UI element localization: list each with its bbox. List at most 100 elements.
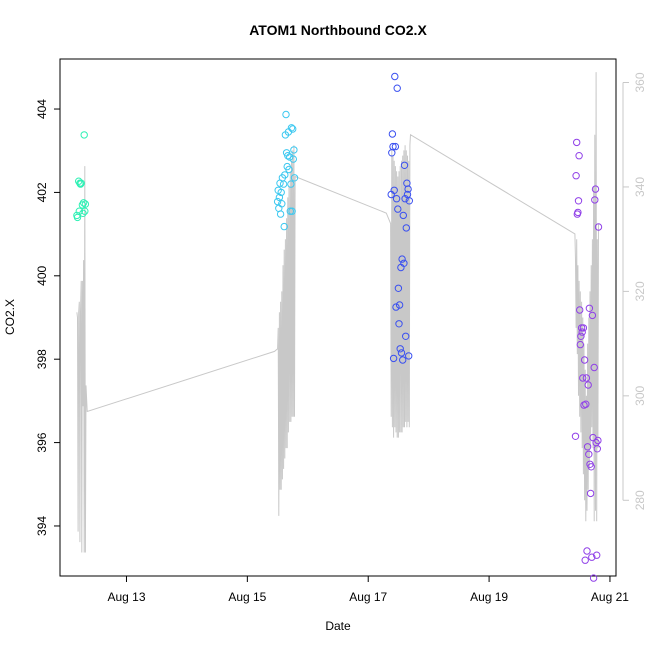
- data-point: [389, 142, 397, 151]
- x-tick-label: Aug 15: [228, 590, 266, 604]
- y2-tick-label: 340: [633, 177, 647, 197]
- scatter-points: [73, 72, 603, 582]
- data-point: [396, 345, 404, 353]
- data-point: [573, 138, 581, 147]
- right-axis-series-line: [76, 72, 599, 553]
- data-point: [576, 340, 584, 349]
- data-point: [77, 179, 85, 187]
- data-point: [389, 354, 398, 363]
- data-point: [405, 352, 413, 360]
- chart-title: ATOM1 Northbound CO2.X: [249, 22, 427, 38]
- data-point: [393, 84, 401, 92]
- data-point: [576, 306, 584, 314]
- data-point: [76, 180, 85, 188]
- data-point: [278, 200, 286, 208]
- data-point: [581, 556, 589, 564]
- data-point: [288, 207, 296, 215]
- data-point: [394, 205, 402, 213]
- y2-tick-label: 300: [633, 386, 647, 406]
- data-point: [286, 153, 294, 161]
- data-point: [287, 180, 295, 188]
- data-point: [400, 161, 409, 170]
- data-point: [397, 349, 406, 357]
- data-point: [79, 209, 87, 218]
- data-point: [594, 436, 602, 445]
- data-point: [289, 125, 297, 133]
- data-point: [574, 197, 583, 205]
- data-point: [287, 124, 296, 132]
- data-point: [579, 324, 588, 332]
- y-tick-label: 396: [35, 432, 49, 452]
- data-point: [583, 443, 592, 451]
- y-axis-label: CO2.X: [3, 299, 17, 335]
- y-tick-label: 402: [35, 182, 49, 202]
- y2-tick-label: 280: [633, 490, 647, 510]
- y2-tick-label: 320: [633, 281, 647, 301]
- x-tick-label: Aug 17: [349, 590, 387, 604]
- x-tick-label: Aug 13: [107, 590, 145, 604]
- data-point: [289, 155, 297, 163]
- data-point: [400, 259, 408, 267]
- x-axis: Aug 13 Aug 15 Aug 17 Aug 19 Aug 21: [107, 576, 629, 604]
- data-point: [79, 199, 88, 207]
- data-point: [281, 171, 289, 179]
- data-point: [391, 72, 399, 81]
- y-tick-label: 398: [35, 349, 49, 369]
- data-point: [593, 445, 601, 453]
- data-point: [282, 110, 290, 119]
- data-point: [591, 185, 600, 193]
- data-point: [75, 207, 84, 215]
- plot-frame: [59, 58, 617, 577]
- y2-tick-label: 360: [633, 72, 647, 92]
- data-point: [586, 489, 595, 498]
- data-point: [588, 553, 596, 561]
- data-point: [582, 374, 591, 382]
- right-axis-line-path: [76, 72, 599, 553]
- data-point: [290, 174, 299, 182]
- x-tick-label: Aug 19: [470, 590, 508, 604]
- data-point: [571, 432, 580, 440]
- data-point: [594, 223, 603, 231]
- data-point: [284, 152, 292, 160]
- data-point: [392, 303, 400, 311]
- y-tick-label: 404: [35, 99, 49, 119]
- data-point: [392, 195, 401, 203]
- data-point: [593, 551, 601, 559]
- data-point: [399, 211, 407, 220]
- data-point: [290, 146, 298, 154]
- y-tick-label: 400: [35, 265, 49, 285]
- data-point: [394, 284, 403, 292]
- data-point: [578, 328, 586, 336]
- data-point: [81, 200, 90, 208]
- data-point: [588, 311, 597, 320]
- x-axis-label: Date: [325, 619, 351, 633]
- data-point: [395, 301, 404, 309]
- data-point: [589, 574, 598, 582]
- data-point: [277, 188, 285, 197]
- data-point: [275, 193, 284, 202]
- data-point: [577, 332, 585, 340]
- x-tick-label: Aug 21: [591, 590, 629, 604]
- data-point: [404, 185, 412, 193]
- data-point: [390, 186, 398, 195]
- data-point: [276, 210, 285, 218]
- data-point: [572, 172, 580, 180]
- data-point: [399, 356, 407, 364]
- data-point: [402, 332, 410, 340]
- data-point: [402, 224, 410, 232]
- data-point: [81, 207, 89, 215]
- y-axis-right: 280 300 320 340 360: [622, 72, 647, 510]
- data-point: [584, 381, 592, 389]
- data-point: [579, 374, 587, 382]
- data-point: [405, 197, 413, 205]
- data-point: [80, 131, 88, 139]
- data-point: [395, 320, 403, 328]
- data-point: [401, 195, 409, 203]
- data-point: [585, 304, 594, 312]
- y-axis-left: 394 396 398 400 402 404: [35, 99, 60, 536]
- data-point: [388, 130, 397, 138]
- data-point: [590, 363, 598, 372]
- data-point: [585, 450, 593, 458]
- data-point: [587, 463, 595, 471]
